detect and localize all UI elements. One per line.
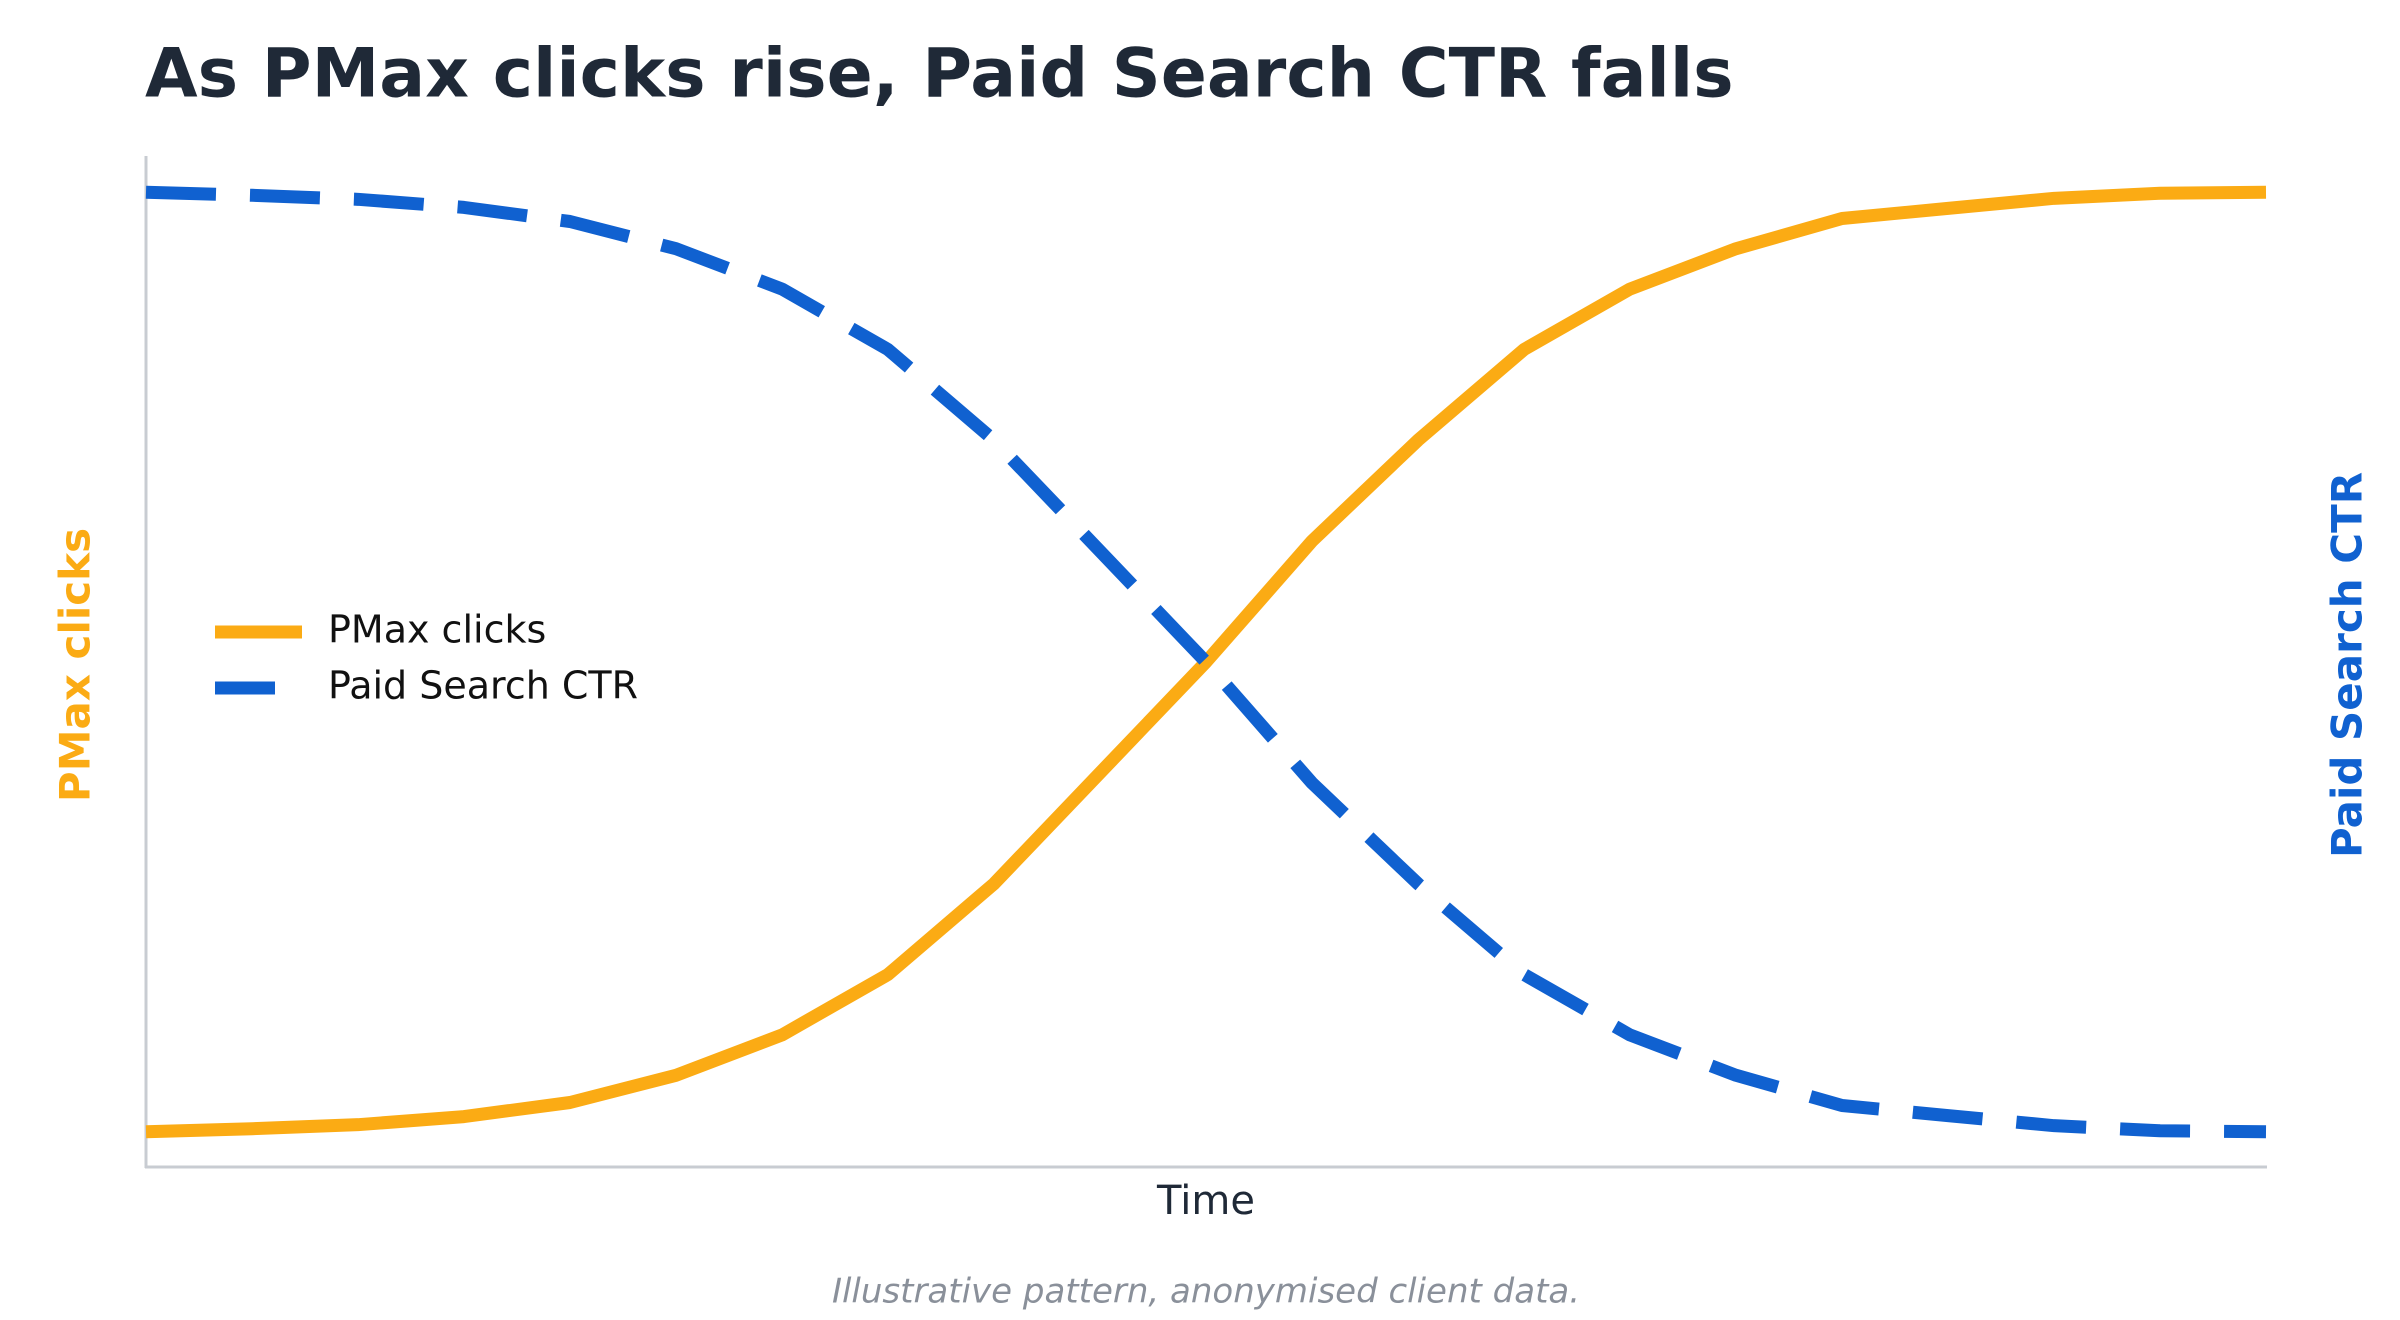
legend-label: PMax clicks <box>328 608 546 652</box>
y-axis-label: PMax clicks <box>51 528 100 802</box>
legend-label: Paid Search CTR <box>328 664 638 708</box>
x-axis-label: Time <box>1156 1178 1255 1224</box>
y2-axis-label: Paid Search CTR <box>2323 472 2372 858</box>
series-line <box>145 185 2267 1139</box>
footnote: Illustrative pattern, anonymised client … <box>832 1272 1580 1312</box>
chart-title: As PMax clicks rise, Paid Search CTR fal… <box>145 35 1734 114</box>
series-line <box>145 185 2267 1139</box>
